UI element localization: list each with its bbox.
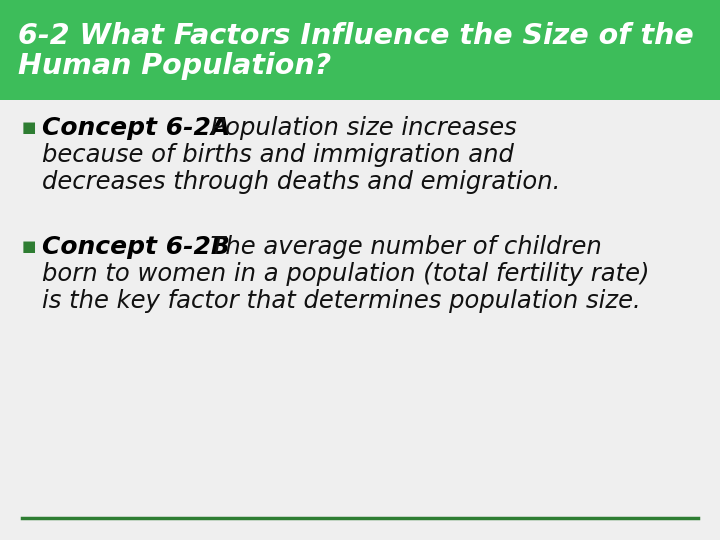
Text: Human Population?: Human Population?	[18, 52, 331, 80]
Text: decreases through deaths and emigration.: decreases through deaths and emigration.	[42, 170, 560, 194]
Text: Population size increases: Population size increases	[195, 116, 517, 140]
Bar	[0, 0, 720, 100]
Text: ■: ■	[22, 239, 37, 254]
Text: because of births and immigration and: because of births and immigration and	[42, 143, 514, 167]
Text: is the key factor that determines population size.: is the key factor that determines popula…	[42, 289, 641, 313]
Text: Concept 6-2A: Concept 6-2A	[42, 116, 230, 140]
Text: born to women in a population (total fertility rate): born to women in a population (total fer…	[42, 262, 649, 286]
Text: Concept 6-2B: Concept 6-2B	[42, 235, 230, 259]
Text: The average number of children: The average number of children	[195, 235, 602, 259]
Text: 6-2 What Factors Influence the Size of the: 6-2 What Factors Influence the Size of t…	[18, 22, 694, 50]
Text: ■: ■	[22, 120, 37, 136]
